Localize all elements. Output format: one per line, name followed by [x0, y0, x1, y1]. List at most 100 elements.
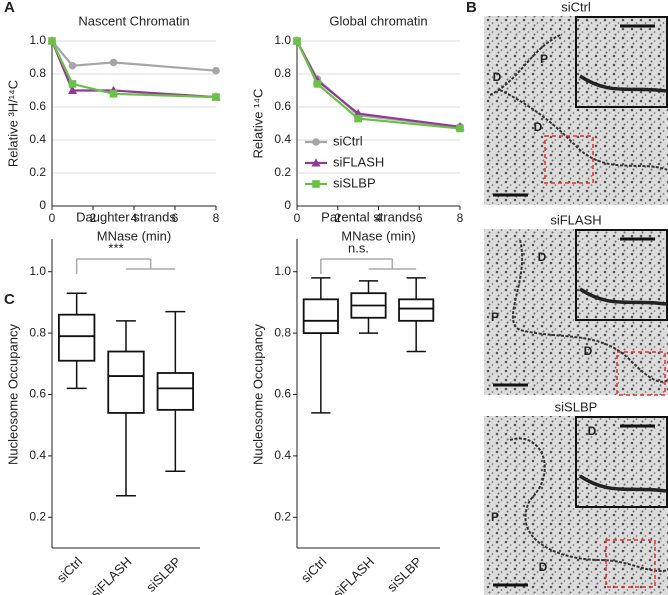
y-tick-label: 0.8	[274, 325, 291, 339]
y-tick-label: 1.0	[29, 33, 46, 47]
y-axis-label: Relative ³H/¹⁴C	[5, 80, 20, 167]
x-tick-label: siCtrl	[54, 554, 86, 586]
series-line	[51, 40, 217, 99]
strand-label: P	[491, 310, 499, 324]
y-tick-label: 0.6	[29, 387, 46, 401]
y-tick-label: 0	[39, 198, 46, 212]
panel-label: B	[466, 0, 477, 16]
x-tick-label: 8	[457, 211, 464, 225]
y-tick-label: 0.8	[29, 66, 46, 80]
micrograph-title: siSLBP	[555, 399, 598, 414]
zoom-box	[544, 135, 594, 184]
series-line	[50, 40, 217, 99]
y-tick-label: 0.8	[29, 325, 46, 339]
y-tick-label: 0.2	[274, 509, 291, 523]
strand-label: D	[493, 70, 502, 84]
x-tick-label: 4	[375, 211, 382, 225]
micrograph-title: siFLASH	[550, 212, 601, 227]
inset-fiber	[579, 287, 667, 306]
strand-label: D	[534, 120, 543, 134]
y-axis-label: Nucleosome Occupancy	[250, 324, 265, 465]
x-tick-label: 2	[90, 211, 97, 225]
legend-marker	[311, 158, 321, 167]
point	[68, 85, 77, 94]
x-axis-label: MNase (min)	[97, 228, 171, 243]
y-tick-label: 1.0	[274, 33, 291, 47]
point	[109, 58, 118, 67]
point	[68, 61, 77, 70]
y-axis-label: Relative ¹⁴C	[250, 89, 265, 159]
point	[212, 93, 220, 101]
legend-label: siCtrl	[333, 133, 363, 148]
annotation: n.s.	[348, 240, 369, 255]
legend-marker	[312, 180, 320, 188]
y-tick-label: 1.0	[274, 264, 291, 278]
y-axis-label: Nucleosome Occupancy	[5, 324, 20, 465]
x-tick-label: 0	[49, 211, 56, 225]
chart-title: Global chromatin	[329, 13, 427, 28]
chart-title: Nascent Chromatin	[78, 13, 189, 28]
y-tick-label: 0.4	[274, 448, 291, 462]
dna-fiber	[509, 437, 668, 572]
x-tick-label: siSLBP	[143, 554, 184, 595]
legend-label: siFLASH	[333, 154, 384, 169]
point	[48, 37, 56, 45]
strand-label: D	[539, 560, 548, 574]
point	[109, 90, 118, 98]
point	[354, 114, 362, 123]
y-tick-label: 0.6	[29, 99, 46, 113]
y-tick-label: 0	[284, 198, 291, 212]
x-tick-label: 4	[131, 211, 138, 225]
y-tick-label: 1.0	[29, 264, 46, 278]
panel-label: A	[4, 0, 15, 16]
y-tick-label: 0.2	[274, 165, 291, 179]
inset	[575, 229, 668, 321]
chart-title: Daughter strands	[76, 209, 176, 224]
strand-label: D	[538, 250, 547, 264]
point	[456, 124, 464, 133]
y-tick-label: 0.2	[29, 509, 46, 523]
annotation: ***	[108, 240, 123, 255]
series-line	[296, 40, 461, 130]
y-tick-label: 0.4	[29, 132, 46, 146]
point	[68, 80, 77, 88]
dna-fiber	[489, 34, 668, 171]
x-axis-label: MNase (min)	[341, 228, 415, 243]
box	[58, 313, 96, 362]
strand-label: D	[584, 344, 593, 358]
series-line	[51, 40, 217, 72]
zoom-box	[605, 539, 656, 588]
point	[313, 80, 322, 88]
y-tick-label: 0.4	[274, 132, 291, 146]
x-tick-label: siFLASH	[330, 554, 377, 595]
inset-fiber	[579, 74, 667, 93]
y-tick-label: 0.6	[274, 387, 291, 401]
inset	[575, 416, 668, 508]
x-tick-label: siFLASH	[88, 554, 135, 595]
legend-marker	[312, 138, 320, 146]
box	[398, 298, 435, 322]
y-tick-label: 0.2	[29, 165, 46, 179]
legend-label: siSLBP	[333, 175, 376, 190]
inset	[575, 16, 668, 108]
x-tick-label: siCtrl	[298, 554, 330, 586]
box	[302, 298, 339, 334]
point	[212, 66, 220, 75]
strand-label: P	[491, 510, 499, 524]
y-tick-label: 0.8	[274, 66, 291, 80]
inset-fiber	[579, 474, 667, 493]
x-tick-label: 0	[294, 211, 301, 225]
x-tick-label: 6	[416, 211, 423, 225]
panel-label: C	[4, 291, 15, 308]
strand-label: P	[540, 52, 548, 66]
box	[107, 350, 145, 414]
x-tick-label: 8	[213, 211, 220, 225]
strand-label: D	[588, 424, 597, 438]
zoom-box	[616, 351, 666, 396]
point	[293, 37, 301, 45]
micrograph-title: siCtrl	[561, 0, 591, 14]
chart-title: Parental strands	[321, 209, 416, 224]
y-tick-label: 0.4	[29, 448, 46, 462]
y-tick-label: 0.6	[274, 99, 291, 113]
